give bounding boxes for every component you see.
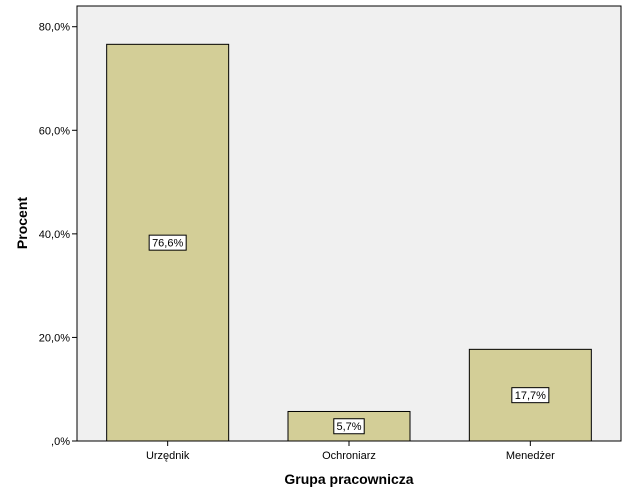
- x-tick-label: Urzędnik: [146, 450, 190, 462]
- y-tick-label: 40,0%: [39, 229, 70, 241]
- data-label-box: [148, 234, 187, 251]
- y-axis-title: Procent: [14, 197, 30, 249]
- data-label: 17,7%: [515, 390, 546, 402]
- y-tick-label: 20,0%: [39, 332, 70, 344]
- x-axis: Urzędnik Ochroniarz Menedżer: [146, 441, 555, 462]
- y-tick-label: 80,0%: [39, 22, 70, 34]
- y-tick-label: ,0%: [51, 436, 70, 448]
- x-tick-label: Ochroniarz: [322, 450, 376, 462]
- data-label: 5,7%: [336, 421, 361, 433]
- bars-group: 76,6% 5,7% 17,7%: [106, 43, 592, 442]
- data-label-box: [333, 418, 365, 435]
- data-label-box: [511, 387, 550, 404]
- y-tick-label: 60,0%: [39, 125, 70, 137]
- data-label: 76,6%: [152, 238, 183, 250]
- y-axis: ,0% 20,0% 40,0% 60,0% 80,0%: [39, 22, 77, 448]
- x-axis-title: Grupa pracownicza: [284, 471, 413, 487]
- x-tick-label: Menedżer: [506, 450, 555, 462]
